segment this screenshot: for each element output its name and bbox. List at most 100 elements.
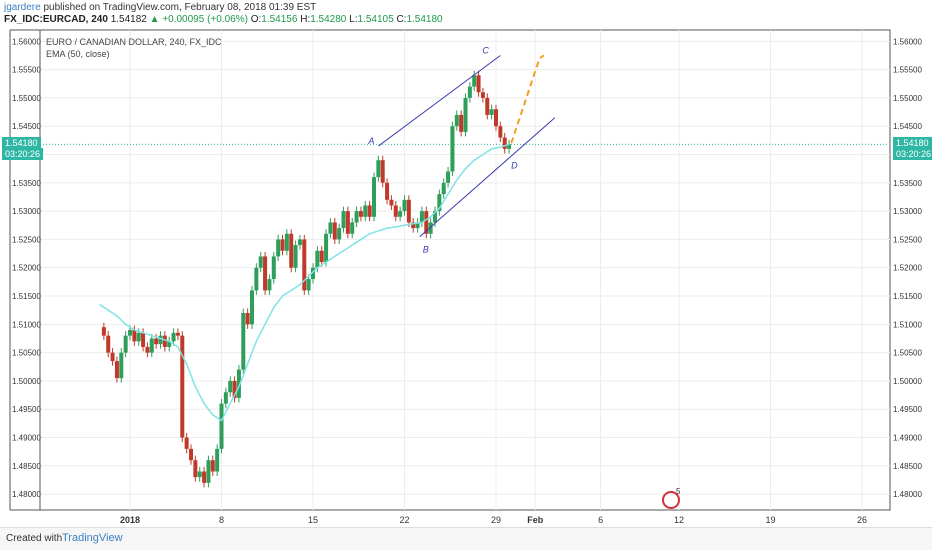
candle-body[interactable] xyxy=(236,369,241,398)
candle-body[interactable] xyxy=(232,380,237,398)
candle-body[interactable] xyxy=(454,114,459,127)
candle-body[interactable] xyxy=(389,199,394,206)
candle-body[interactable] xyxy=(472,75,477,87)
candle-body[interactable] xyxy=(276,239,281,257)
candle-body[interactable] xyxy=(193,460,198,478)
candle-body[interactable] xyxy=(128,330,132,336)
candle-body[interactable] xyxy=(354,211,359,223)
candle-body[interactable] xyxy=(210,460,215,472)
candle-body[interactable] xyxy=(385,182,390,200)
legend-indicator[interactable]: EMA (50, close) xyxy=(46,49,110,59)
candle-body[interactable] xyxy=(154,338,159,345)
candle-body[interactable] xyxy=(450,126,455,172)
candle-body[interactable] xyxy=(280,239,285,251)
candle-body[interactable] xyxy=(171,332,176,342)
candle-body[interactable] xyxy=(476,75,481,93)
candle-body[interactable] xyxy=(141,332,146,347)
candle-body[interactable] xyxy=(149,338,154,353)
candle-body[interactable] xyxy=(206,460,211,483)
candle-body[interactable] xyxy=(136,332,141,342)
candle-body[interactable] xyxy=(101,327,106,336)
candle-body[interactable] xyxy=(180,335,185,438)
candle-body[interactable] xyxy=(254,267,259,291)
candle-body[interactable] xyxy=(428,222,433,234)
candle-body[interactable] xyxy=(202,471,207,483)
candle-body[interactable] xyxy=(145,346,150,353)
candle-body[interactable] xyxy=(223,392,228,404)
candle-body[interactable] xyxy=(358,211,363,217)
candle-body[interactable] xyxy=(284,233,289,251)
candle-body[interactable] xyxy=(158,335,163,345)
candle-body[interactable] xyxy=(459,114,464,132)
candle-body[interactable] xyxy=(267,279,272,291)
candle-body[interactable] xyxy=(332,222,337,240)
candle-body[interactable] xyxy=(485,97,490,115)
candle-body[interactable] xyxy=(411,222,416,229)
candle-body[interactable] xyxy=(215,448,220,472)
candle-body[interactable] xyxy=(189,448,193,461)
candle-body[interactable] xyxy=(498,126,503,138)
candle-body[interactable] xyxy=(419,211,424,223)
alarm-icon[interactable]: 5 xyxy=(662,487,680,509)
candle-body[interactable] xyxy=(114,361,119,379)
candle-body[interactable] xyxy=(132,330,137,342)
candle-body[interactable] xyxy=(110,352,115,362)
projection-line[interactable] xyxy=(510,54,545,144)
candle-body[interactable] xyxy=(106,335,111,353)
candle-body[interactable] xyxy=(228,380,233,393)
candle-body[interactable] xyxy=(337,228,342,240)
candle-body[interactable] xyxy=(162,335,167,347)
candle-body[interactable] xyxy=(393,205,398,217)
candle-body[interactable] xyxy=(341,211,346,229)
candle-body[interactable] xyxy=(167,341,172,347)
candle-body[interactable] xyxy=(289,233,294,268)
candle-body[interactable] xyxy=(345,211,350,234)
candle-body[interactable] xyxy=(263,256,268,291)
candle-body[interactable] xyxy=(415,222,420,229)
candle-body[interactable] xyxy=(241,313,246,370)
candle-body[interactable] xyxy=(184,437,189,449)
candle-body[interactable] xyxy=(480,92,485,98)
tradingview-logo[interactable]: TradingView xyxy=(62,532,123,544)
candle-body[interactable] xyxy=(489,109,494,115)
candle-body[interactable] xyxy=(324,233,329,263)
channel-upper-line[interactable] xyxy=(378,55,501,147)
candle-body[interactable] xyxy=(258,256,263,268)
channel-lower-line[interactable] xyxy=(419,117,556,237)
candle-body[interactable] xyxy=(219,403,224,449)
candle-body[interactable] xyxy=(406,199,411,223)
candle-body[interactable] xyxy=(271,256,276,280)
candle-body[interactable] xyxy=(507,144,512,149)
candle-body[interactable] xyxy=(446,171,451,183)
candle-body[interactable] xyxy=(494,109,498,127)
candle-body[interactable] xyxy=(376,160,381,178)
candle-body[interactable] xyxy=(315,250,320,268)
candle-body[interactable] xyxy=(467,86,472,98)
author-link[interactable]: jgardere xyxy=(4,2,41,13)
candle-body[interactable] xyxy=(123,335,128,353)
candle-body[interactable] xyxy=(197,471,202,478)
candle-body[interactable] xyxy=(302,239,307,291)
candle-body[interactable] xyxy=(297,239,302,246)
candle-body[interactable] xyxy=(502,137,507,149)
candle-body[interactable] xyxy=(245,313,250,325)
candle-body[interactable] xyxy=(175,332,180,336)
candle-body[interactable] xyxy=(380,160,385,183)
candle-body[interactable] xyxy=(463,97,468,132)
candle-body[interactable] xyxy=(250,290,254,325)
candle-body[interactable] xyxy=(398,211,403,217)
candle-body[interactable] xyxy=(119,352,124,379)
candle-body[interactable] xyxy=(441,182,446,195)
candle-body[interactable] xyxy=(402,199,407,212)
candle-body[interactable] xyxy=(372,177,376,217)
candle-body[interactable] xyxy=(328,222,333,234)
candle-body[interactable] xyxy=(306,279,311,291)
candle-body[interactable] xyxy=(424,211,429,234)
candle-body[interactable] xyxy=(433,211,437,223)
candle-body[interactable] xyxy=(363,205,368,217)
candle-body[interactable] xyxy=(367,205,372,217)
candle-body[interactable] xyxy=(437,194,442,212)
candle-body[interactable] xyxy=(350,222,355,234)
candle-body[interactable] xyxy=(311,267,315,280)
